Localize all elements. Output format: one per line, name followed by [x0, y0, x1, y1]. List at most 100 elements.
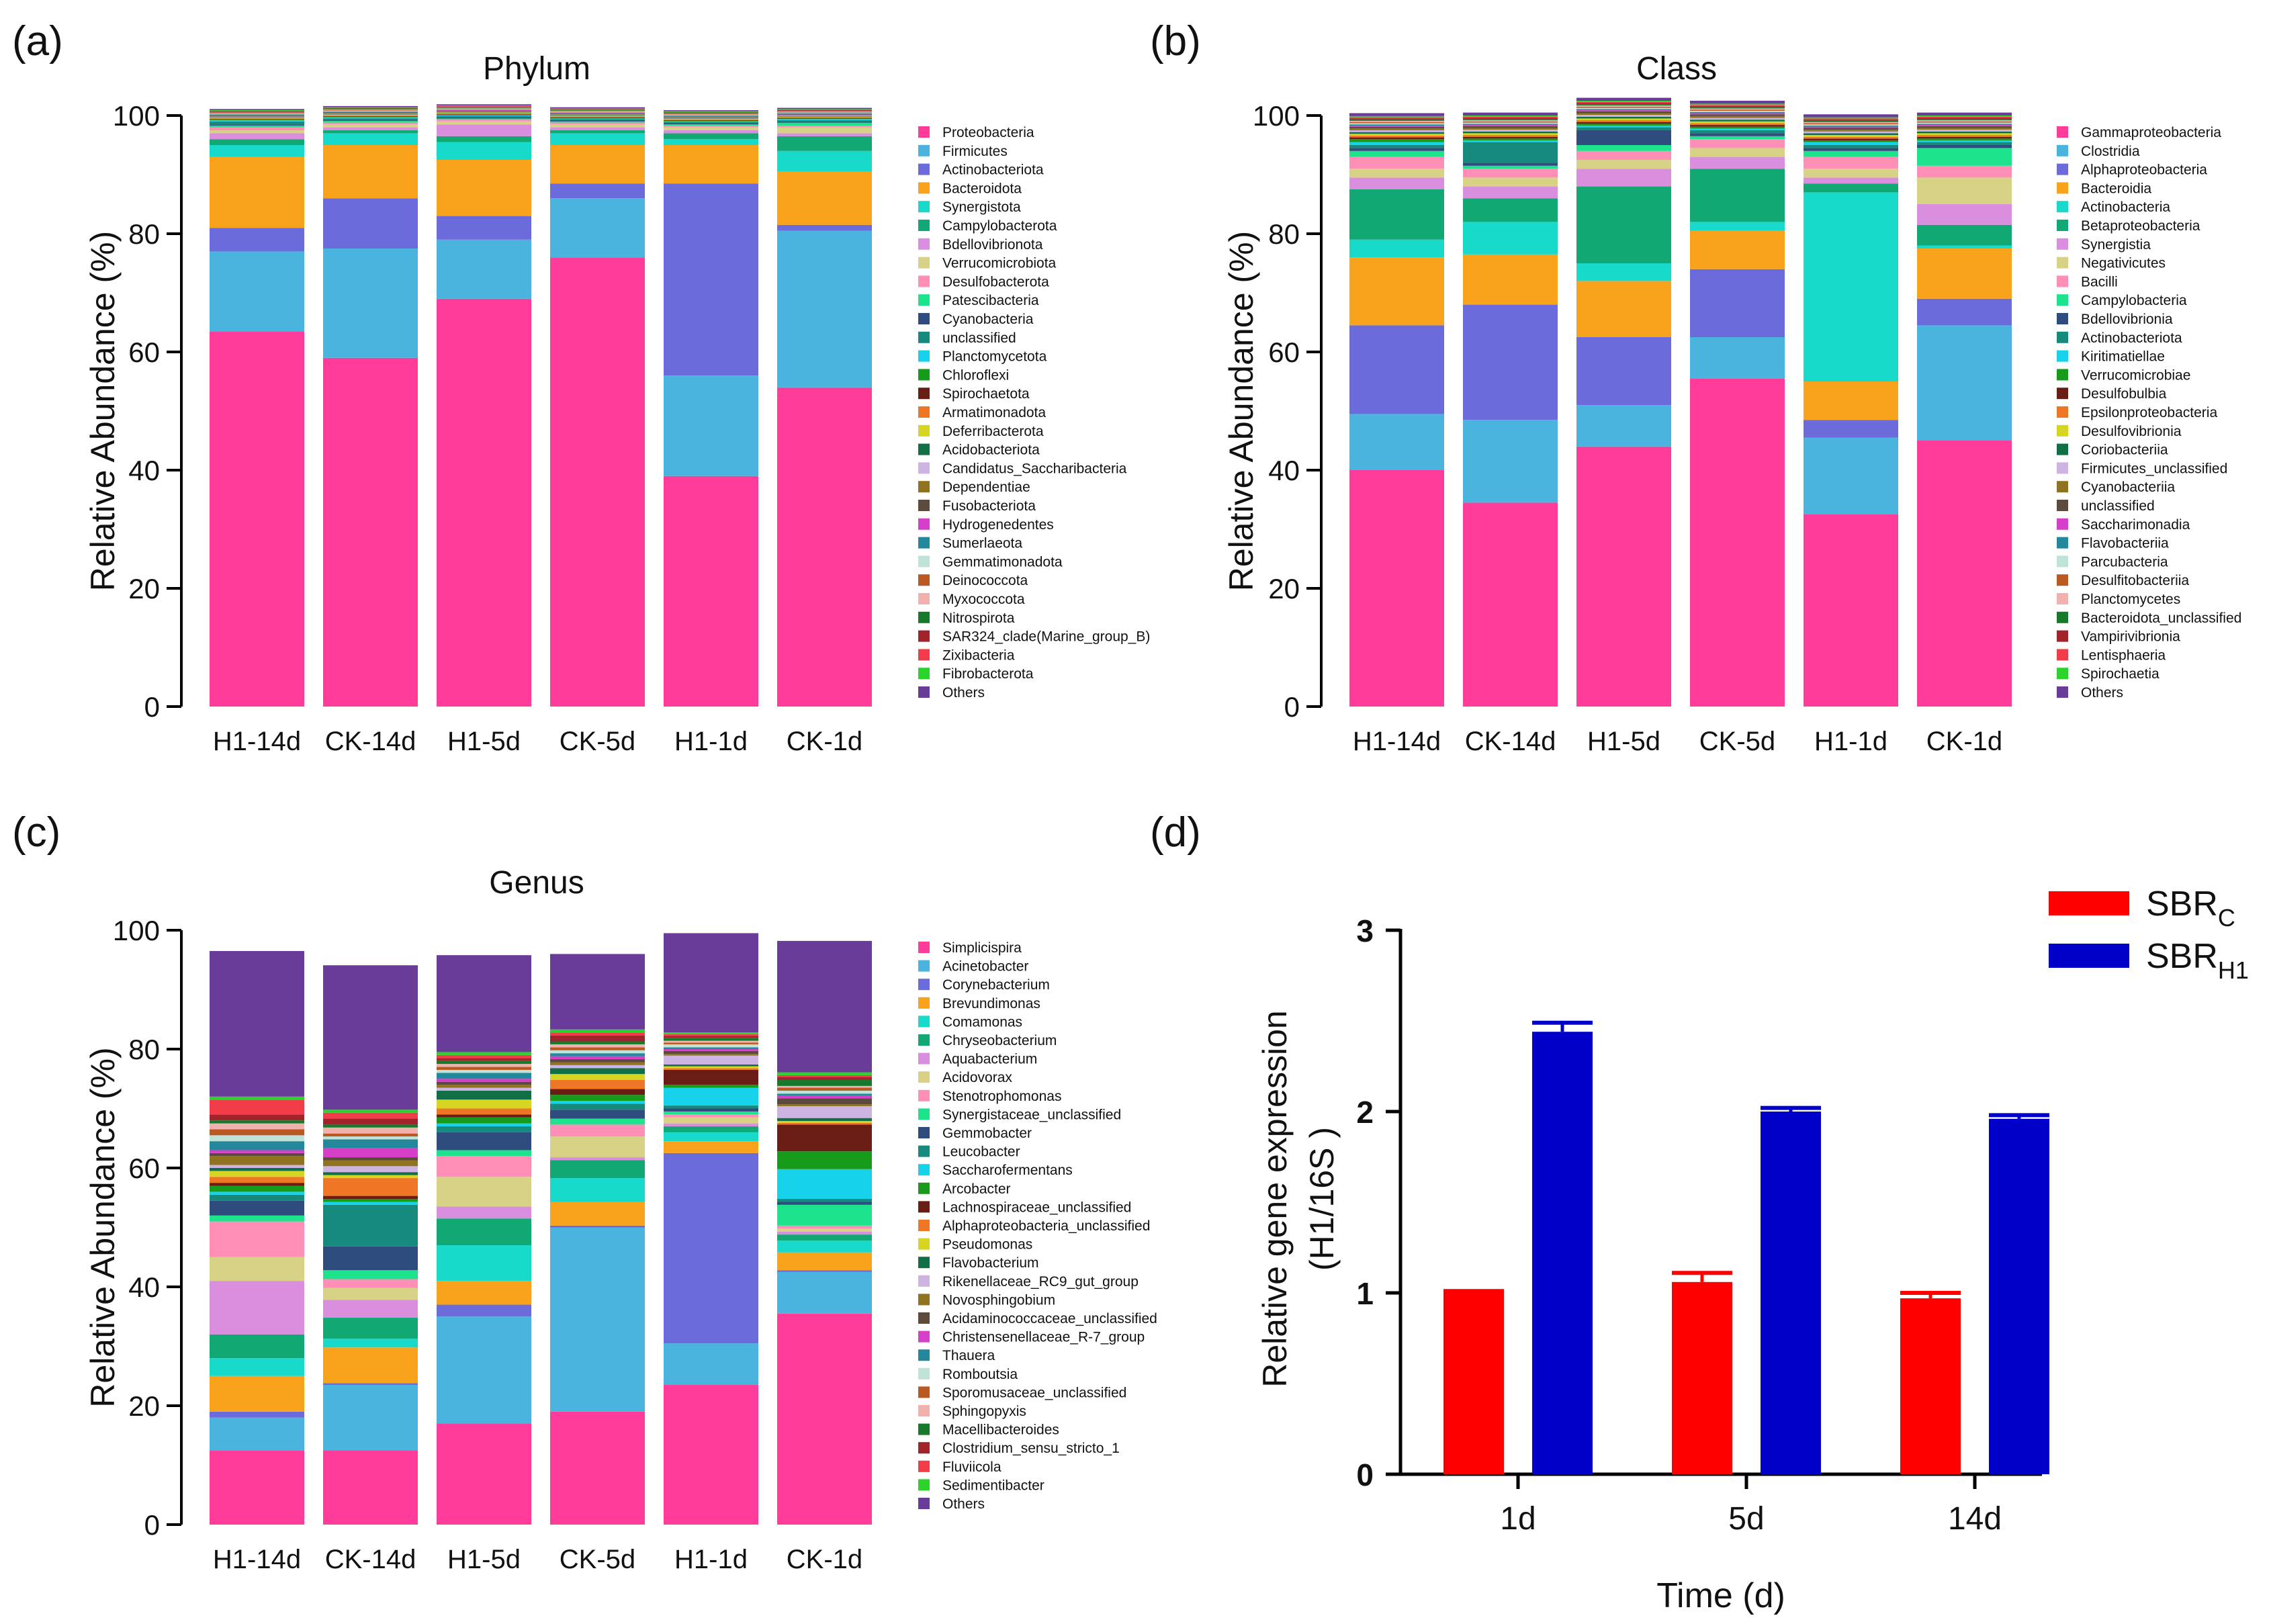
bar-segment-chryseobacterium — [664, 1126, 758, 1132]
bar-segment-acidobacteriota — [437, 112, 531, 114]
bar-segment-actinobacteriota — [777, 224, 872, 231]
bar-segment-flavobacterium — [437, 1090, 531, 1100]
bar-segment-acinetobacter — [550, 1227, 645, 1412]
legend-swatch — [918, 481, 930, 493]
y-tick-label: 60 — [128, 336, 160, 368]
bar-segment-sporomusaceae-unclassified — [437, 1067, 531, 1070]
legend-swatch — [918, 960, 930, 972]
bar-segment-bacilli — [1804, 156, 1898, 169]
bar-segment-corynebacterium — [550, 1225, 645, 1228]
legend-entry: Flavobacteriia — [2081, 536, 2169, 551]
legend-entry: SAR324_clade(Marine_group_B) — [942, 629, 1150, 645]
bar-segment-vampirivibrionia — [1349, 118, 1444, 120]
bar-segment-synergistaceae-unclassified — [210, 1215, 304, 1222]
bar-segment-deferribacterota — [323, 115, 418, 116]
legend-entry: Vampirivibrionia — [2081, 629, 2180, 645]
bar-segment-deinococcota — [777, 111, 872, 113]
bar-segment-acidovorax — [437, 1177, 531, 1207]
bar-segment-gemmatimonadota — [777, 112, 872, 114]
legend-swatch — [918, 1312, 930, 1324]
legend-swatch — [2057, 350, 2068, 362]
bar-segment-zixibacteria — [323, 107, 418, 109]
legend-entry: Candidatus_Saccharibacteria — [942, 461, 1127, 476]
bar-segment-planctomycetota — [777, 119, 872, 121]
bar-segment-flavobacteriia — [1690, 111, 1785, 114]
bar-segment-novosphingobium — [777, 1104, 872, 1106]
legend-swatch — [918, 462, 930, 474]
bar-segment-betaproteobacteria — [1804, 183, 1898, 193]
bar-segment-sphingopyxis — [664, 1040, 758, 1043]
legend-swatch — [918, 1034, 930, 1046]
x-tick-label: CK-1d — [787, 1545, 862, 1574]
legend-entry: Desulfitobacteriia — [2081, 573, 2189, 588]
legend-entry: Acidaminococcaceae_unclassified — [942, 1311, 1157, 1326]
y-tick-label: 80 — [128, 218, 160, 250]
y-tick-label: 40 — [128, 1271, 160, 1303]
bar-segment-aquabacterium — [323, 1300, 418, 1318]
bar-segment-lentisphaeria — [1349, 117, 1444, 119]
legend-swatch — [2057, 611, 2068, 623]
y-tick-label: 0 — [1356, 1457, 1374, 1492]
bar-segment-others — [1463, 112, 1558, 116]
legend-swatch — [918, 1498, 930, 1509]
bar-segment-unclassified — [1463, 126, 1558, 128]
bar-segment-leucobacter — [323, 1204, 418, 1247]
bar-segment-saccharofermentans — [437, 1123, 531, 1127]
legend-swatch — [918, 1220, 930, 1231]
bar-segment-spirochaetota — [777, 118, 872, 119]
bar-segment-bacteroidia — [1463, 254, 1558, 305]
bar-segment-lentisphaeria — [1804, 118, 1898, 120]
bar-segment-flavobacterium — [777, 1118, 872, 1122]
legend-swatch — [918, 555, 930, 568]
legend-entry: Acidobacteriota — [942, 443, 1040, 458]
y-tick-label: 1 — [1356, 1276, 1374, 1311]
bar-segment-fibrobacterota — [210, 110, 304, 111]
bar-segment-brevundimonas — [323, 1347, 418, 1384]
bar-segment-thauera — [550, 1053, 645, 1056]
bar-segment-romboutsia — [437, 1069, 531, 1073]
bar-segment-gemmatimonadota — [664, 115, 758, 116]
legend-entry: Myxococcota — [942, 592, 1025, 607]
legend-entry: Bacilli — [2081, 274, 2118, 289]
bar-segment-fluviicola — [323, 1112, 418, 1119]
legend-entry: Planctomycetota — [942, 349, 1047, 365]
legend-swatch — [918, 238, 930, 250]
bar-segment-negativicutes — [1349, 169, 1444, 178]
legend-swatch — [918, 997, 930, 1009]
legend-swatch — [2049, 944, 2129, 968]
panel-d-gene-expression-chart: (d) 0 1 2 3 1d 5d 14d Time (d) Relative gene expr… — [1150, 809, 2249, 1615]
bar-segment-arcobacter — [210, 1185, 304, 1192]
legend-entry: Sumerlaeota — [942, 536, 1022, 551]
bar-segment-leucobacter — [210, 1194, 304, 1201]
y-axis-label: Relative Abundance (%) — [84, 231, 122, 591]
bar-segment-verrucomicrobiota — [210, 130, 304, 134]
bar-segment-stenotrophomonas — [323, 1279, 418, 1288]
bar-segment-dependentiae — [323, 113, 418, 114]
legend-swatch — [918, 611, 930, 623]
bar-segment-epsilonproteobacteria — [1690, 123, 1785, 126]
bar-segment-sumerlaeota — [550, 112, 645, 114]
bar-segment-desulfitobacteriia — [1576, 106, 1671, 108]
bar-segment-thauera — [664, 1047, 758, 1049]
y-axis-label-line2: (H1/16S ) — [1303, 1127, 1341, 1271]
bar-segment-synergistota — [550, 133, 645, 145]
x-tick-label: H1-1d — [674, 1545, 748, 1574]
bar-segment-bacteroidota-unclassified — [1690, 107, 1785, 109]
bar-segment-leucobacter — [550, 1103, 645, 1110]
legend-entry: Bdellovibrionota — [942, 237, 1043, 253]
legend-entry: Actinobacteriota — [942, 163, 1044, 178]
bar-segment-thauera — [323, 1139, 418, 1148]
legend-swatch — [2057, 220, 2068, 231]
bar-segment-parcubacteria — [1917, 122, 2012, 124]
x-tick-label: H1-14d — [213, 727, 301, 756]
bar-segment-stenotrophomonas — [437, 1156, 531, 1177]
bar-segment-sporomusaceae-unclassified — [323, 1133, 418, 1137]
legend-entry: Synergistota — [942, 199, 1021, 215]
x-tick-label: 5d — [1728, 1501, 1764, 1537]
bar-segment-synergistia — [1576, 169, 1671, 187]
x-axis-label: Time (d) — [1656, 1576, 1785, 1615]
bar-segment-bacteroidota — [550, 145, 645, 184]
legend-entry: Chryseobacterium — [942, 1033, 1057, 1048]
bar-segment-acidaminococcaceae-unclassified — [664, 1050, 758, 1054]
bar-segment-desulfobacterota — [323, 122, 418, 125]
